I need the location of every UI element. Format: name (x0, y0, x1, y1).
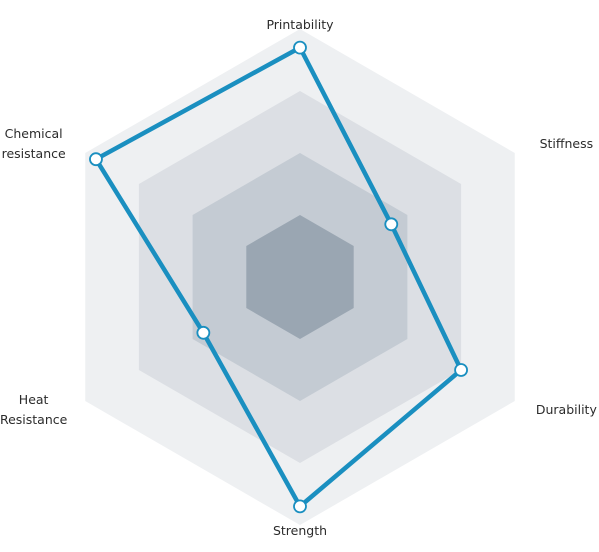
axis-label-printability: Printability (266, 17, 334, 32)
grid-level-1 (246, 215, 354, 339)
axis-label-line: Durability (536, 402, 598, 417)
axis-label-line: Heat (19, 392, 49, 407)
radar-series (89, 40, 468, 514)
data-point-heat_resistance (196, 325, 211, 340)
data-point-stiffness (384, 217, 399, 232)
data-point-printability (293, 40, 307, 55)
radar-axis-labels: Printability Stiffness Durability Strength H… (0, 17, 597, 538)
axis-label-line: Resistance (0, 412, 68, 427)
radar-grid (85, 29, 515, 525)
axis-label-line: Chemical (5, 126, 63, 141)
axis-label-durability: Durability (536, 402, 598, 417)
axis-label-chemical_resistance: Chemical resistance (2, 126, 66, 161)
axis-label-strength: Strength (273, 523, 327, 538)
axis-label-line: Stiffness (540, 136, 594, 151)
axis-label-line: resistance (2, 146, 66, 161)
axis-label-line: Printability (266, 17, 334, 32)
axis-label-heat_resistance: Heat Resistance (0, 392, 68, 427)
data-point-durability (454, 363, 468, 377)
data-point-chemical_resistance (89, 152, 103, 167)
data-point-strength (293, 499, 307, 514)
axis-label-stiffness: Stiffness (540, 136, 594, 151)
axis-label-line: Strength (273, 523, 327, 538)
